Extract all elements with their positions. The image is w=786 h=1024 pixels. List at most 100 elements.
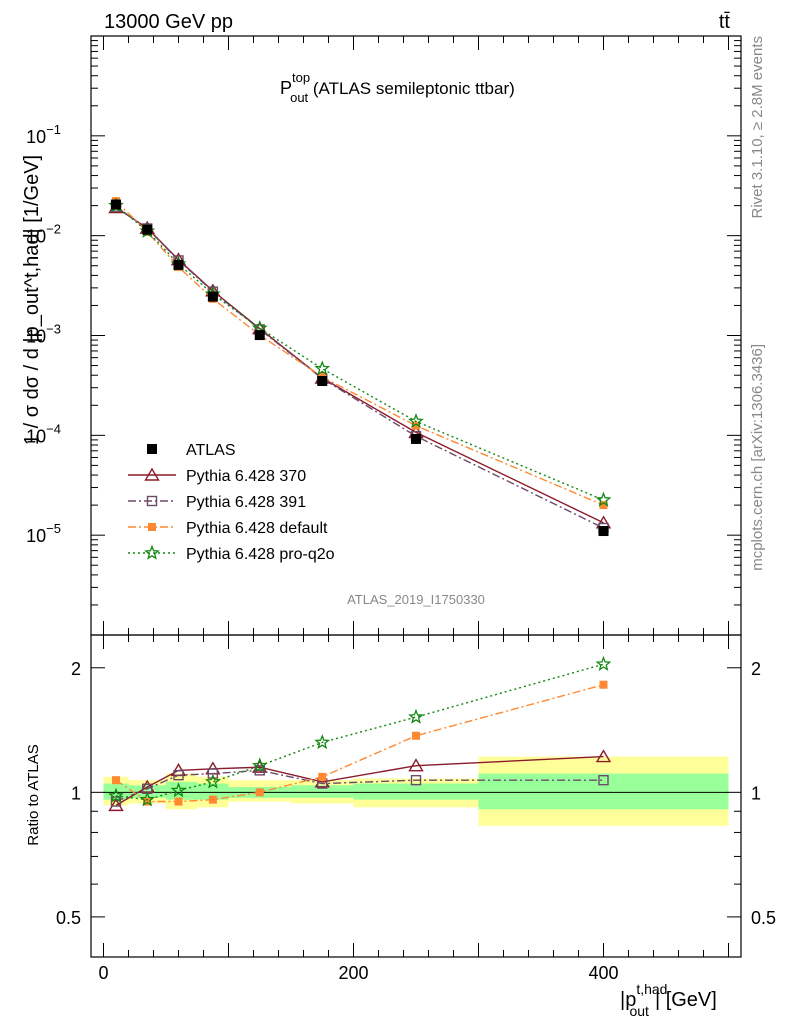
ratio-ytick-label-2: 2 — [71, 659, 81, 679]
legend-label-pythia-6-428-pro-q2o: Pythia 6.428 pro-q2o — [186, 546, 335, 563]
legend-marker-atlas — [147, 444, 157, 454]
main-ytick-label-exp: −2 — [46, 222, 61, 237]
main-point-atlas-1 — [142, 224, 153, 235]
energy-label: 13000 GeV pp — [104, 11, 233, 33]
legend-marker-pythia-6-428-pro-q2o — [144, 544, 160, 560]
ratio-point-pythia-6-428-default-5 — [318, 772, 327, 781]
ratio-line-pythia-6-428-370 — [115, 755, 604, 807]
main-ylabel: 1 / σ dσ / d |p_out^t,had| [1/GeV] — [21, 155, 43, 445]
ratio-point-pythia-6-428-default-4 — [255, 788, 264, 797]
ratio-xlabel: |pt,had out | [GeV] — [620, 981, 717, 1019]
main-line-pythia-6-428-default — [115, 200, 604, 506]
main-point-pythia-6-428-default-6 — [412, 421, 420, 430]
main-point-pythia-6-428-default-7 — [599, 501, 608, 510]
ratio-line-pythia-6-428-default — [115, 684, 604, 803]
ratio-point-pythia-6-428-pro-q2o-4 — [251, 757, 268, 773]
legend-marker-pythia-6-428-default — [148, 523, 156, 531]
ratio-point-pythia-6-428-pro-q2o-7 — [595, 655, 612, 671]
main-ytick-label-3: 10−2 — [26, 222, 61, 247]
main-ytick-label-base: 10 — [26, 526, 46, 546]
main-title-main: P — [280, 78, 292, 98]
ratio-point-pythia-6-428-pro-q2o-3 — [204, 773, 221, 789]
ratio-point-pythia-6-428-default-3 — [208, 795, 217, 804]
main-point-pythia-6-428-pro-q2o-7 — [595, 491, 612, 507]
legend: ATLAS Pythia 6.428 370 Pythia 6.428 391 Pyt… — [128, 442, 335, 563]
uncertainty-band-inner-0 — [103, 783, 129, 800]
ratio-ytick-label-right-2: 2 — [751, 659, 761, 679]
ratio-ytick-label-right-1: 1 — [751, 783, 761, 803]
ratio-point-pythia-6-428-pro-q2o-0 — [108, 787, 124, 803]
main-ytick-label-exp: −3 — [46, 322, 61, 337]
main-point-atlas-7 — [598, 526, 609, 537]
main-ytick-label-base: 10 — [26, 327, 46, 347]
main-ytick-label-base: 10 — [26, 426, 46, 446]
ratio-point-pythia-6-428-370-0 — [108, 797, 124, 812]
ratio-frame — [90, 634, 742, 958]
ratio-ylabel: Ratio to ATLAS — [25, 744, 42, 845]
main-point-atlas-2 — [173, 259, 184, 270]
legend-marker-pythia-6-428-391 — [146, 495, 158, 507]
main-point-pythia-6-428-pro-q2o-6 — [408, 413, 424, 429]
ratio-point-pythia-6-428-pro-q2o-6 — [408, 708, 424, 724]
ratio-xtick-label-2: 400 — [588, 963, 618, 983]
xlabel-main: |p — [620, 989, 636, 1011]
xlabel-sup: t,had — [636, 981, 667, 997]
main-ytick-label-base: 10 — [26, 227, 46, 247]
main-point-pythia-6-428-pro-q2o-5 — [314, 360, 331, 376]
main-ytick-label-4: 10−1 — [26, 122, 61, 147]
legend-marker-pythia-6-428-370 — [144, 467, 160, 481]
main-point-atlas-0 — [111, 199, 121, 210]
ratio-point-pythia-6-428-pro-q2o-5 — [314, 734, 331, 750]
main-ytick-label-exp: −5 — [46, 521, 61, 536]
main-ytick-label-1: 10−4 — [26, 421, 61, 446]
ratio-xtick-label-1: 200 — [338, 963, 368, 983]
rivet-label: Rivet 3.1.10, ≥ 2.8M events — [749, 36, 766, 219]
ratio-point-pythia-6-428-370-5 — [314, 774, 330, 788]
xlabel-sub: out — [629, 1003, 649, 1019]
main-ytick-label-0: 10−5 — [26, 521, 61, 546]
ratio-point-pythia-6-428-370-6 — [408, 758, 424, 772]
ratio-panel: 0 200 400 0.5 0.5 1 1 2 2 — [56, 634, 776, 983]
ratio-point-pythia-6-428-default-2 — [174, 797, 183, 806]
mcplots-label: mcplots.cern.ch [arXiv:1306.3436] — [749, 344, 766, 571]
ratio-point-pythia-6-428-391-7 — [598, 774, 609, 786]
ratio-ytick-label-1: 1 — [71, 783, 81, 803]
ratio-point-pythia-6-428-default-0 — [112, 776, 120, 785]
analysis-watermark: ATLAS_2019_I1750330 — [347, 592, 485, 607]
ratio-point-pythia-6-428-370-7 — [595, 749, 612, 763]
ratio-point-pythia-6-428-pro-q2o-2 — [170, 782, 187, 798]
main-title-rest: (ATLAS semileptonic ttbar) — [308, 79, 515, 98]
ratio-ytick-label-right-0: 0.5 — [751, 908, 776, 928]
ratio-point-pythia-6-428-default-1 — [143, 797, 152, 806]
main-ytick-label-exp: −4 — [46, 421, 61, 436]
ratio-point-pythia-6-428-391-6 — [410, 774, 422, 786]
main-point-atlas-3 — [207, 291, 218, 302]
ratio-xtick-label-0: 0 — [98, 963, 108, 983]
main-title: Ptop out (ATLAS semileptonic ttbar) — [280, 70, 515, 105]
main-line-pythia-6-428-pro-q2o — [115, 205, 604, 501]
uncertainty-band-inner-5 — [291, 785, 354, 798]
main-point-atlas-4 — [254, 330, 265, 341]
main-title-sup: top — [292, 70, 310, 85]
main-ytick-label-exp: −1 — [46, 122, 61, 137]
main-title-sub: out — [290, 90, 308, 105]
main-ytick-label-base: 10 — [26, 127, 46, 147]
main-ytick-label-2: 10−3 — [26, 322, 61, 347]
ratio-point-pythia-6-428-391-3 — [207, 768, 219, 779]
process-label: tt̄ — [719, 11, 731, 33]
ratio-line-pythia-6-428-391 — [115, 769, 604, 803]
ratio-point-pythia-6-428-391-2 — [173, 770, 184, 781]
ratio-point-pythia-6-428-default-7 — [599, 680, 608, 689]
ratio-point-pythia-6-428-391-4 — [254, 765, 265, 776]
main-panel: 10−510−410−310−210−1 — [26, 35, 742, 636]
uncertainty-band-inner-6 — [353, 783, 479, 800]
ratio-point-pythia-6-428-pro-q2o-1 — [139, 791, 156, 807]
ratio-ytick-label-0: 0.5 — [56, 908, 81, 928]
legend-label-pythia-6-428-default: Pythia 6.428 default — [186, 520, 328, 537]
xlabel-rest: | [GeV] — [655, 989, 717, 1011]
main-point-atlas-5 — [317, 376, 328, 387]
ratio-point-pythia-6-428-default-6 — [412, 731, 420, 740]
legend-label-atlas: ATLAS — [186, 442, 236, 459]
main-point-atlas-6 — [411, 433, 421, 444]
